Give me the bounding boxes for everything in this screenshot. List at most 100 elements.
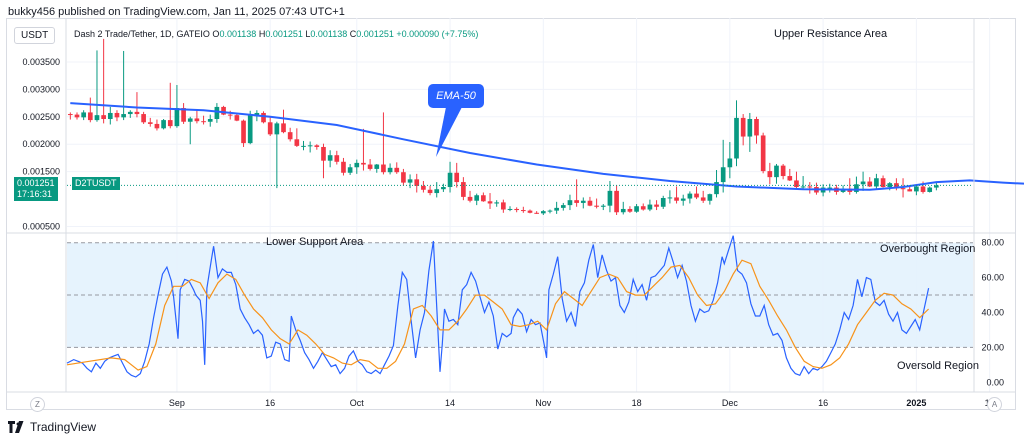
candle [401, 168, 406, 186]
candle-body [454, 172, 460, 183]
candle [174, 84, 180, 128]
candle-body [487, 201, 493, 204]
candle-body [520, 210, 526, 212]
candle-body [141, 114, 146, 123]
candle-body [247, 115, 253, 144]
candle-body [267, 122, 273, 135]
candle-body [754, 118, 759, 136]
price-tick-label: 0.003000 [22, 84, 60, 94]
candle [74, 112, 80, 120]
candle-body [427, 189, 433, 194]
candle [241, 119, 246, 147]
candle [461, 177, 466, 201]
candle-body [201, 121, 206, 123]
candle [707, 193, 713, 205]
currency-selector[interactable]: USDT [14, 27, 56, 44]
candle [221, 105, 226, 116]
candle-body [807, 186, 813, 188]
legend-h-label: H [258, 29, 266, 39]
oversold-label: Oversold Region [897, 360, 979, 372]
candle-body [227, 114, 233, 116]
candle [614, 185, 619, 215]
candle-body [394, 167, 400, 173]
legend-l-label: L [305, 29, 311, 39]
candle [381, 112, 386, 175]
candle [514, 207, 520, 213]
candle [154, 119, 160, 131]
candle [327, 150, 333, 168]
candle-body [441, 187, 446, 190]
candle [520, 206, 526, 213]
auto-scale-button[interactable]: A [987, 397, 1002, 412]
candle-body [514, 208, 520, 211]
candle-body [667, 197, 673, 199]
time-tick-label: 2025 [906, 398, 926, 408]
symbol-tag: D2TUSDT [72, 177, 120, 190]
candle [547, 209, 553, 214]
candle-body [354, 162, 360, 168]
candle [67, 112, 73, 120]
candle [667, 190, 673, 204]
candle [447, 161, 453, 193]
candle-body [401, 172, 406, 183]
candle-body [800, 186, 806, 188]
candle [600, 204, 606, 211]
candle [580, 197, 586, 209]
candle-body [334, 155, 340, 162]
current-price-value: 0.001251 [17, 178, 55, 188]
candle [361, 128, 366, 171]
candle [640, 203, 646, 211]
candle-body [907, 189, 913, 192]
legend-close: 0.001251 [356, 29, 394, 39]
candle-body [461, 182, 466, 197]
candle [454, 162, 460, 188]
candle [307, 141, 313, 153]
candle-body [827, 187, 833, 189]
candle [301, 140, 306, 151]
candle-body [407, 179, 413, 183]
candle [780, 163, 786, 180]
candle-body [341, 161, 346, 173]
candle-body [627, 208, 633, 212]
candle-body [594, 205, 599, 207]
candle-body [167, 120, 173, 127]
candle-body [301, 145, 306, 147]
rsi-ma-line [66, 259, 930, 371]
candle [594, 198, 599, 209]
price-tick-label: 0.002500 [22, 112, 60, 122]
time-tick-label: Dec [722, 398, 739, 408]
candle-body [547, 210, 553, 212]
zoom-button[interactable]: Z [30, 397, 45, 412]
legend-open: 0.001138 [219, 29, 257, 39]
candle-body [694, 193, 699, 198]
candle [474, 193, 480, 206]
candle-body [720, 167, 726, 183]
candle-body [654, 204, 659, 207]
current-price-tag: 0.001251 17:16:31 [14, 177, 58, 201]
candle-body [534, 212, 539, 214]
candle-body [501, 202, 506, 210]
candle [354, 159, 360, 174]
candle-body [281, 123, 286, 133]
candle-body [640, 206, 646, 210]
candle-body [114, 112, 120, 118]
candle-body [327, 155, 333, 161]
candle-body [294, 139, 300, 146]
candle-body [740, 117, 746, 137]
candle [294, 128, 300, 147]
candle [567, 194, 573, 211]
candle [434, 182, 440, 198]
candle [347, 163, 353, 175]
candle [501, 199, 506, 213]
candle [720, 139, 726, 193]
candle [414, 173, 420, 193]
candle-body [241, 120, 246, 144]
candle-body [421, 185, 426, 190]
candle-body [774, 165, 779, 178]
candle-body [87, 112, 93, 121]
candle-body [474, 195, 480, 201]
candle [81, 110, 86, 121]
candle [740, 114, 746, 146]
ema-50-line [70, 102, 1024, 191]
